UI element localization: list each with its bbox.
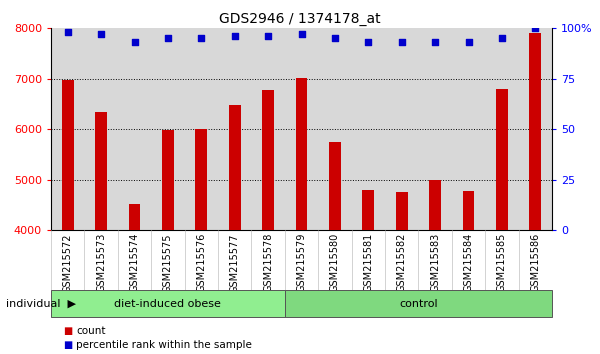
Text: percentile rank within the sample: percentile rank within the sample [76,340,252,350]
Point [464,40,473,45]
Text: GSM215577: GSM215577 [230,233,240,293]
Bar [62,80,74,230]
Bar [362,190,374,230]
Bar [162,130,174,230]
Text: GDS2946 / 1374178_at: GDS2946 / 1374178_at [219,12,381,27]
Text: GSM215585: GSM215585 [497,233,507,292]
Bar [229,105,241,230]
Text: GSM215581: GSM215581 [363,233,373,292]
Text: GSM215584: GSM215584 [463,233,473,292]
Bar [95,112,107,230]
Point [197,36,206,41]
Point [397,40,407,45]
Text: diet-induced obese: diet-induced obese [115,298,221,309]
Bar [262,90,274,230]
Bar [529,33,541,230]
Text: GSM215583: GSM215583 [430,233,440,292]
Point [430,40,440,45]
Text: GSM215575: GSM215575 [163,233,173,293]
Text: GSM215572: GSM215572 [63,233,73,293]
Text: GSM215573: GSM215573 [96,233,106,292]
Bar [496,89,508,230]
Text: GSM215582: GSM215582 [397,233,407,292]
Bar [296,78,307,230]
Text: GSM215576: GSM215576 [196,233,206,292]
Text: ■: ■ [63,326,72,336]
Point [497,36,507,41]
Text: GSM215586: GSM215586 [530,233,540,292]
Text: GSM215580: GSM215580 [330,233,340,292]
Text: GSM215579: GSM215579 [296,233,307,292]
Point [97,32,106,37]
Text: count: count [76,326,106,336]
Text: GSM215578: GSM215578 [263,233,273,292]
Bar [429,179,441,230]
Point [163,36,173,41]
Point [230,34,239,39]
Bar [463,191,475,230]
Bar [128,204,140,230]
Text: ■: ■ [63,340,72,350]
Point [263,34,273,39]
Point [297,32,307,37]
Point [330,36,340,41]
Point [530,25,540,31]
Bar [396,192,407,230]
Point [364,40,373,45]
Point [130,40,139,45]
Text: control: control [399,298,438,309]
Bar [196,129,207,230]
Bar [329,142,341,230]
Text: individual  ▶: individual ▶ [6,298,76,309]
Bar [51,290,285,317]
Point [63,29,73,35]
Bar [285,290,552,317]
Text: GSM215574: GSM215574 [130,233,139,292]
